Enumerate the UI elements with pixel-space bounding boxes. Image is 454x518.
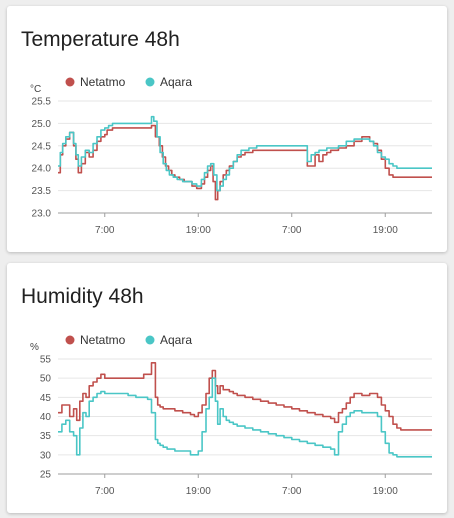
humidity-chart: 25 30 35 40 45 50 55 7:00 19:00 7:00 19:00% Netatmo…	[30, 333, 432, 497]
y-tick-label: 30	[40, 450, 52, 461]
card-title: Temperature 48h	[21, 28, 180, 51]
y-tick-label: 55	[40, 355, 52, 366]
y-tick-label: 50	[40, 374, 52, 385]
legend-label: Netatmo	[80, 75, 126, 89]
humidity-card: Humidity 48h 25 30 35 40 45 50 55 7:00 19:00 7:00…	[7, 263, 447, 513]
y-tick-label: 23.0	[32, 209, 52, 220]
y-tick-label: 25.0	[32, 119, 52, 130]
y-tick-label: 24.5	[32, 141, 52, 152]
x-tick-label: 7:00	[282, 225, 302, 236]
x-tick-label: 7:00	[95, 225, 115, 236]
x-tick-label: 19:00	[186, 225, 211, 236]
y-tick-label: 25	[40, 470, 52, 481]
y-tick-label: 24.0	[32, 164, 52, 175]
y-tick-label: 40	[40, 412, 52, 423]
legend-label: Netatmo	[80, 333, 126, 347]
series-line-netatmo	[58, 124, 432, 201]
series-line-netatmo	[58, 362, 432, 431]
y-axis-unit: °C	[30, 84, 41, 95]
temperature-card: Temperature 48h 23.0 23.5 24.0 24.5 25.0 25.5…	[7, 6, 447, 252]
y-tick-label: 45	[40, 393, 52, 404]
y-axis-unit: %	[30, 342, 39, 353]
x-tick-label: 7:00	[282, 486, 302, 497]
y-tick-label: 23.5	[32, 186, 52, 197]
y-tick-label: 25.5	[32, 97, 52, 108]
legend-marker	[145, 335, 155, 345]
legend-marker	[65, 77, 75, 87]
x-tick-label: 7:00	[95, 486, 115, 497]
x-tick-label: 19:00	[186, 486, 211, 497]
series-line-aqara	[58, 377, 432, 458]
legend-marker	[65, 335, 75, 345]
card-title: Humidity 48h	[21, 285, 144, 308]
x-tick-label: 19:00	[373, 486, 398, 497]
legend-label: Aqara	[160, 333, 192, 347]
y-tick-label: 35	[40, 431, 52, 442]
legend-label: Aqara	[160, 75, 192, 89]
x-tick-label: 19:00	[373, 225, 398, 236]
legend-marker	[145, 77, 155, 87]
temperature-chart: 23.0 23.5 24.0 24.5 25.0 25.5 7:00 19:00 7:00 19:…	[30, 75, 432, 236]
series-line-aqara	[58, 115, 432, 192]
